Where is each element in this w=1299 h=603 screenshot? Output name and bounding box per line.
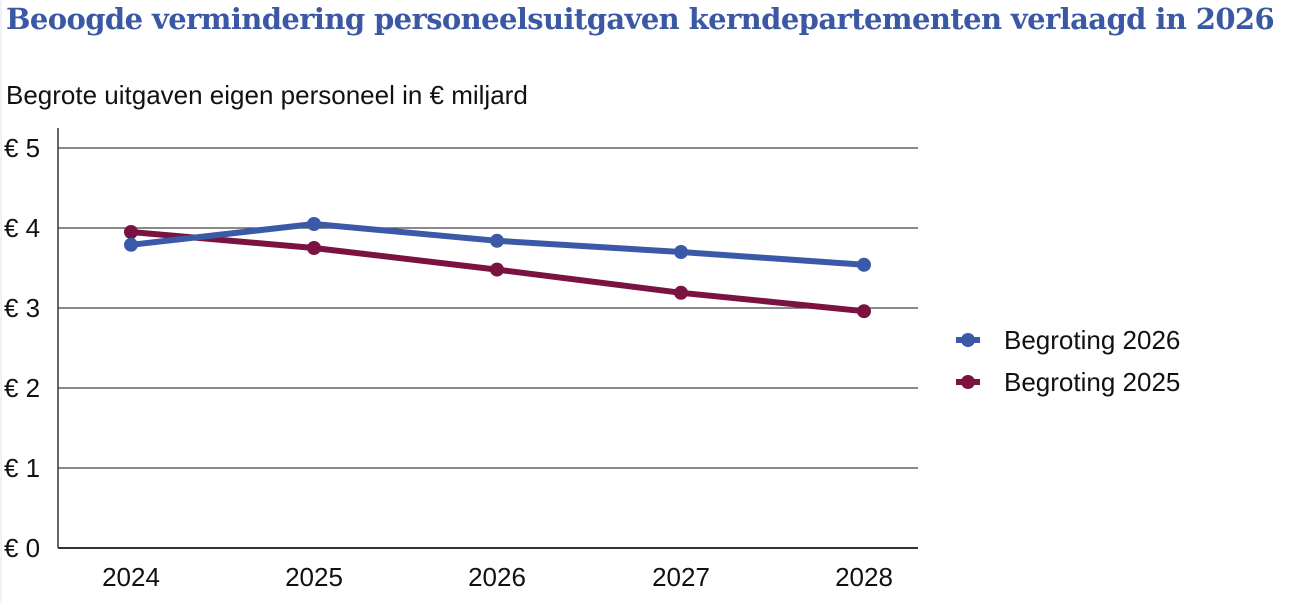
- data-point: [490, 233, 504, 248]
- data-point: [490, 262, 504, 277]
- series-begroting-2025: [124, 225, 871, 319]
- data-point: [857, 257, 871, 272]
- chart-subtitle: Begrote uitgaven eigen personeel in € mi…: [6, 80, 528, 110]
- x-tick-label: 2028: [835, 562, 893, 592]
- data-point: [674, 245, 688, 259]
- y-tick-label: € 2: [4, 373, 40, 403]
- x-tick-label: 2027: [652, 562, 710, 592]
- series-begroting-2026: [124, 217, 871, 272]
- legend-label: Begroting 2026: [1004, 325, 1180, 355]
- data-point: [124, 225, 138, 239]
- y-tick-label: € 3: [4, 293, 40, 323]
- legend-item: Begroting 2026: [956, 325, 1180, 355]
- data-point: [307, 241, 321, 255]
- series-lines: [124, 217, 871, 319]
- y-tick-label: € 1: [4, 453, 40, 483]
- legend-marker-icon: [961, 375, 975, 389]
- x-tick-label: 2026: [468, 562, 526, 592]
- y-tick-label: € 0: [4, 533, 40, 563]
- chart-title: Beoogde vermindering personeelsuitgaven …: [6, 2, 1275, 36]
- y-tick-label: € 4: [4, 213, 40, 243]
- data-point: [124, 237, 138, 252]
- y-axis-ticks: € 0 € 1 € 2 € 3 € 4 € 5: [4, 133, 40, 563]
- legend: Begroting 2026 Begroting 2025: [956, 325, 1180, 397]
- data-point: [307, 217, 321, 231]
- data-point: [674, 285, 688, 300]
- y-tick-label: € 5: [4, 133, 40, 163]
- x-tick-label: 2024: [102, 562, 160, 592]
- x-tick-label: 2025: [285, 562, 343, 592]
- legend-label: Begroting 2025: [1004, 367, 1180, 397]
- legend-marker-icon: [961, 333, 975, 347]
- x-axis-ticks: 2024 2025 2026 2027 2028: [102, 562, 893, 592]
- gridlines: [57, 128, 918, 549]
- legend-item: Begroting 2025: [956, 367, 1180, 397]
- data-point: [857, 304, 871, 319]
